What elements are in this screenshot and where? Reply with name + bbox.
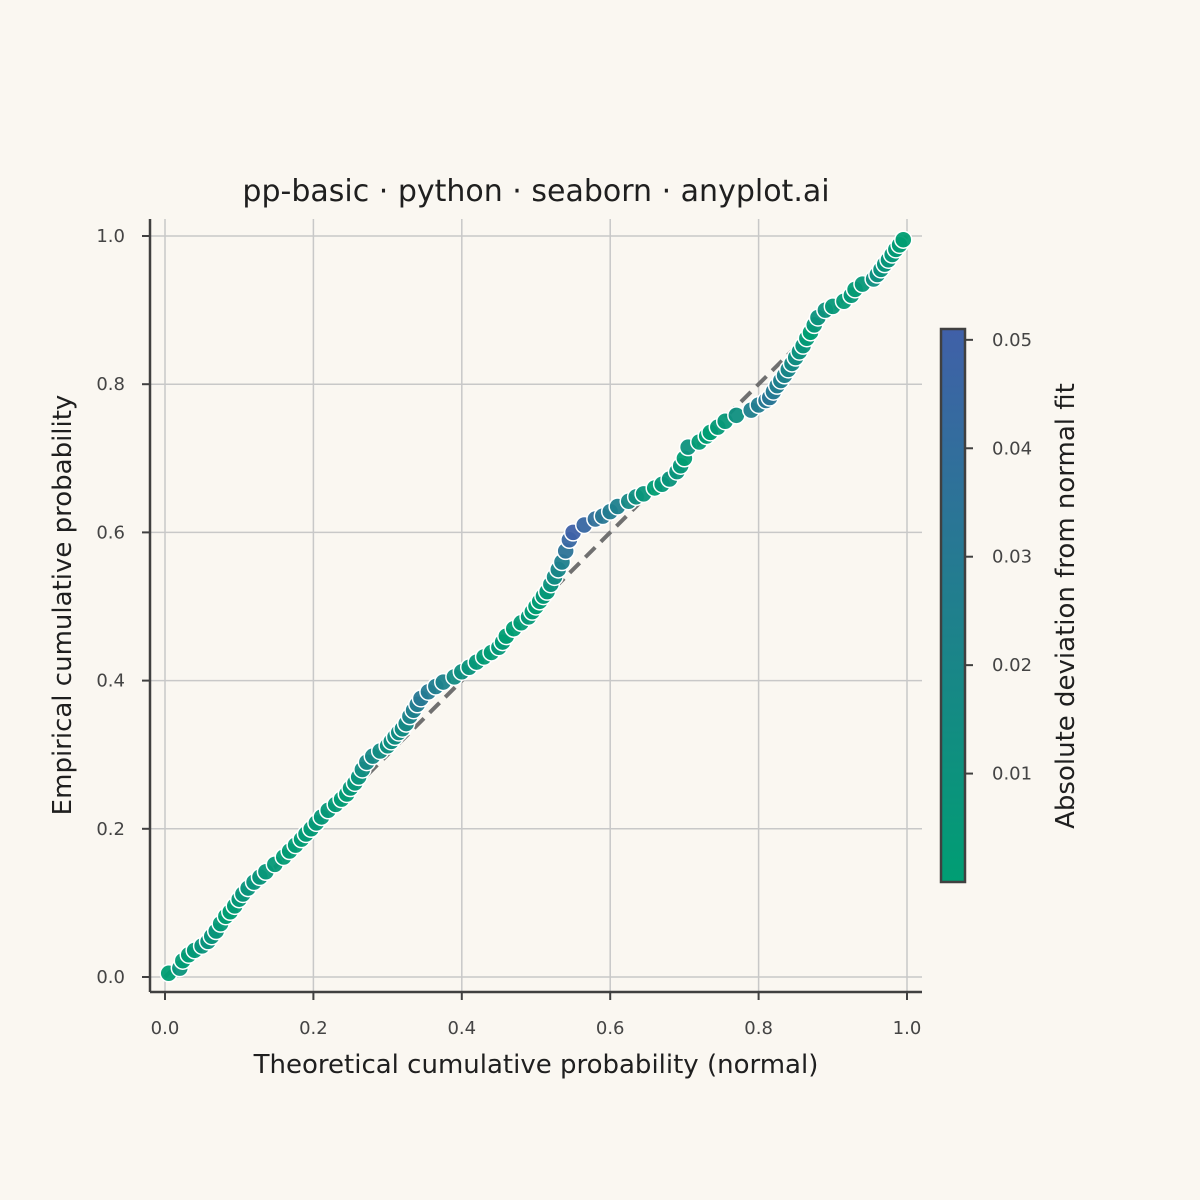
chart-title: pp-basic · python · seaborn · anyplot.ai xyxy=(242,174,829,209)
y-tick-label: 0.6 xyxy=(96,522,125,543)
y-tick-label: 0.0 xyxy=(96,967,125,988)
x-tick-label: 0.0 xyxy=(151,1018,180,1039)
y-tick-label: 0.2 xyxy=(96,819,125,840)
colorbar xyxy=(939,327,967,884)
x-tick-label: 0.4 xyxy=(447,1018,476,1039)
y-tick-label: 0.4 xyxy=(96,671,125,692)
x-axis-ticks: 0.0 0.2 0.4 0.6 0.8 1.0 xyxy=(151,992,922,1039)
colorbar-label: Absolute deviation from normal fit xyxy=(1051,383,1081,829)
x-tick-label: 0.8 xyxy=(744,1018,773,1039)
grid-lines xyxy=(150,219,922,992)
colorbar-tick-label: 0.04 xyxy=(992,438,1032,459)
x-tick-label: 0.6 xyxy=(596,1018,625,1039)
x-tick-label: 0.2 xyxy=(299,1018,328,1039)
data-point xyxy=(894,230,913,249)
x-tick-label: 1.0 xyxy=(893,1018,922,1039)
y-tick-label: 0.8 xyxy=(96,374,125,395)
colorbar-tick-label: 0.05 xyxy=(992,330,1032,351)
x-axis-label: Theoretical cumulative probability (norm… xyxy=(253,1050,819,1080)
y-axis-label: Empirical cumulative probability xyxy=(48,395,78,816)
y-axis-ticks: 0.0 0.2 0.4 0.6 0.8 1.0 xyxy=(96,226,150,988)
colorbar-tick-label: 0.02 xyxy=(992,655,1032,676)
colorbar-ticks: 0.01 0.02 0.03 0.04 0.05 xyxy=(965,330,1032,785)
colorbar-tick-label: 0.03 xyxy=(992,547,1032,568)
scatter-points xyxy=(159,230,913,983)
colorbar-tick-label: 0.01 xyxy=(992,764,1032,785)
y-tick-label: 1.0 xyxy=(96,226,125,247)
